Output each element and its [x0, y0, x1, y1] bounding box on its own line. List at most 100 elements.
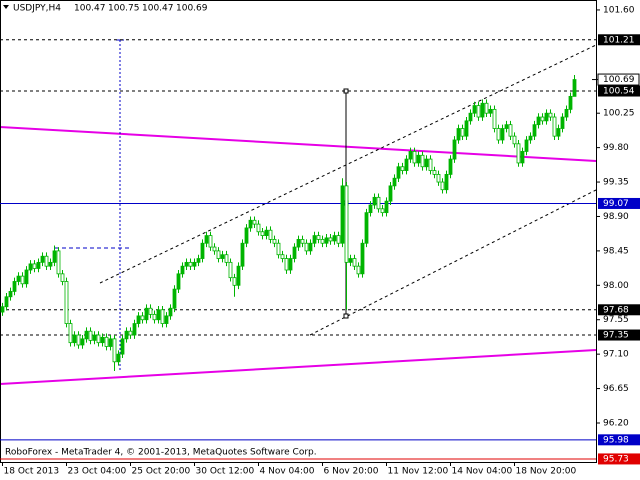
candle-body: [224, 254, 229, 263]
candle-body: [476, 105, 481, 118]
y-tick-label: 97.55: [603, 315, 629, 325]
candle-body: [532, 124, 537, 137]
candle-body: [8, 291, 13, 298]
candle-body: [320, 239, 325, 244]
candle-body: [432, 170, 437, 175]
level-label-box: [598, 197, 640, 209]
candle-body: [336, 235, 341, 244]
candle-body: [88, 330, 93, 341]
candle-body: [292, 246, 297, 259]
candle-body: [440, 181, 445, 191]
candle-body: [188, 261, 193, 267]
trend-line: [0, 349, 597, 385]
candle-body: [132, 323, 137, 336]
candle-body: [180, 265, 185, 275]
x-tick-label: 6 Nov 20:00: [324, 467, 379, 477]
candle-body: [4, 296, 9, 308]
candle-body: [544, 112, 549, 122]
candle-body: [124, 330, 129, 340]
plot-border: [0, 0, 597, 463]
candle-body: [364, 212, 369, 244]
candle-body: [452, 139, 457, 160]
candle-body: [388, 185, 393, 202]
y-tick-label: 99.35: [603, 178, 629, 188]
marker: [343, 313, 349, 319]
header-close: 100.69: [176, 4, 208, 14]
y-tick-label: 98.90: [603, 212, 629, 222]
candle-body: [184, 261, 189, 267]
candle-body: [288, 258, 293, 271]
candle-body: [496, 128, 501, 141]
candle-body: [508, 124, 513, 137]
channel-line: [99, 44, 597, 284]
level-label-box: [598, 304, 640, 316]
y-tick-label: 96.65: [603, 384, 629, 394]
level-label-box: [598, 34, 640, 46]
candle-body: [56, 250, 61, 275]
candle-body: [444, 173, 449, 191]
candle-body: [64, 281, 69, 324]
candle-body: [332, 235, 337, 242]
candle-body: [32, 263, 37, 269]
candle-body: [264, 229, 269, 236]
price-label-box: [597, 73, 640, 86]
candle-body: [148, 307, 153, 315]
candle-body: [316, 235, 321, 240]
candle-body: [396, 166, 401, 179]
x-tick-label: 18 Nov 20:00: [516, 467, 577, 477]
candle-body: [236, 265, 241, 286]
candle-body: [244, 227, 249, 244]
candle-body: [340, 185, 345, 244]
level-label: 95.98: [603, 435, 629, 445]
x-tick-label: 14 Nov 04:00: [452, 467, 513, 477]
candle-body: [380, 208, 385, 214]
candle-body: [220, 254, 225, 259]
candle-body: [276, 242, 281, 256]
candle-body: [280, 254, 285, 259]
candle-body: [160, 309, 165, 324]
candle-body: [240, 242, 245, 267]
candle-body: [284, 258, 289, 271]
candle-body: [480, 102, 485, 118]
candle-body: [356, 265, 361, 275]
candle-body: [504, 124, 509, 129]
candle-body: [372, 196, 377, 206]
candle-body: [540, 116, 545, 122]
candle-body: [136, 315, 141, 324]
candle-body: [300, 239, 305, 244]
candle-body: [52, 250, 57, 263]
candle-body: [368, 204, 373, 214]
header-low: 100.47: [142, 4, 174, 14]
candle-body: [460, 128, 465, 137]
candle-body: [100, 336, 105, 344]
candle-body: [536, 116, 541, 126]
y-tick-label: 97.10: [603, 350, 629, 360]
candle-body: [96, 334, 101, 344]
candle-body: [520, 151, 525, 164]
candle-body: [296, 239, 301, 248]
level-label: 97.35: [603, 331, 629, 341]
candle-body: [36, 261, 41, 269]
candle-body: [48, 261, 53, 267]
candle-body: [16, 275, 21, 282]
candle-body: [0, 306, 5, 313]
candle-body: [524, 139, 529, 152]
candle-body: [552, 116, 557, 137]
candle-body: [80, 338, 85, 346]
candle-body: [72, 334, 77, 344]
candle-body: [144, 307, 149, 321]
candle-body: [68, 323, 73, 344]
candle-body: [12, 281, 17, 292]
y-tick-label: 98.45: [603, 246, 629, 256]
candle-body: [60, 273, 65, 282]
candle-body: [76, 334, 81, 346]
candle-body: [492, 108, 497, 129]
y-tick-label: 101.60: [603, 5, 635, 15]
x-tick-label: 4 Nov 04:00: [260, 467, 315, 477]
level-label-box: [598, 453, 640, 465]
candle-body: [464, 120, 469, 137]
candle-body: [28, 263, 33, 271]
candle-body: [156, 309, 161, 321]
candle-body: [120, 338, 125, 355]
